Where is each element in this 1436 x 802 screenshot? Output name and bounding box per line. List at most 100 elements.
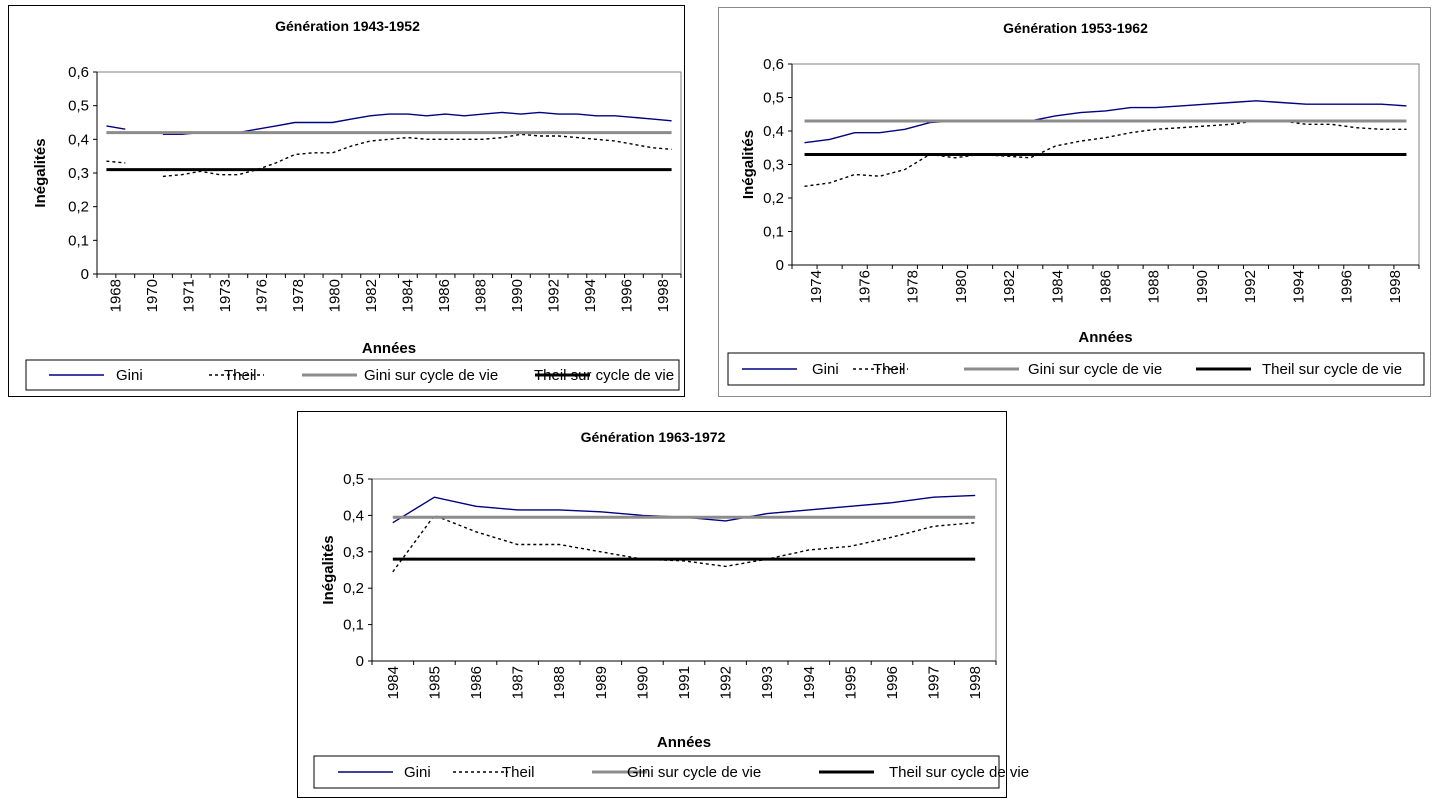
y-tick-label: 0	[776, 257, 784, 274]
series-theil-line	[392, 514, 976, 573]
x-tick-label: 1994	[1290, 270, 1307, 303]
series-theil-line	[804, 120, 1407, 187]
x-tick-label: 1988	[1146, 270, 1163, 303]
x-tick-label: 1992	[1242, 270, 1259, 303]
y-tick-label: 0,4	[343, 507, 364, 524]
x-tick-label: 1994	[582, 279, 599, 312]
x-tick-label: 1996	[884, 666, 901, 699]
x-axis-title: Années	[362, 340, 416, 357]
legend-box	[313, 755, 1000, 789]
x-tick-label: 1990	[509, 279, 526, 312]
legend-gini-sur-cycle-de-vie-label: Gini sur cycle de vie	[1028, 361, 1162, 378]
series-theil-line	[162, 133, 672, 178]
legend-theil-sur-cycle-de-vie-label: Theil sur cycle de vie	[1262, 361, 1402, 378]
x-tick-label: 1976	[253, 279, 270, 312]
x-tick-label: 1995	[842, 666, 859, 699]
x-tick-label: 1982	[1001, 270, 1018, 303]
x-tick-label: 1990	[634, 666, 651, 699]
chart-panel-generation-1943-1952: Génération 1943-1952 0 0,1 0,2 0,3 0,4 0,5 0,6 1…	[8, 5, 685, 397]
y-axis-title: Inégalités	[32, 138, 49, 207]
x-tick-label: 1978	[290, 279, 307, 312]
series-gini-line	[106, 125, 126, 130]
y-tick-label: 0,4	[763, 123, 784, 140]
y-tick-label: 0,3	[343, 544, 364, 561]
x-tick-label: 1974	[808, 270, 825, 303]
x-tick-label: 1982	[363, 279, 380, 312]
y-tick-label: 0,3	[763, 157, 784, 174]
x-tick-label: 1998	[655, 279, 672, 312]
y-axis-title: Inégalités	[320, 535, 337, 604]
x-tick-label: 1990	[1194, 270, 1211, 303]
x-tick-label: 1985	[426, 666, 443, 699]
chart-1: Génération 1943-1952 0 0,1 0,2 0,3 0,4 0,5 0,6 1…	[25, 18, 682, 391]
y-tick-label: 0	[81, 266, 89, 283]
legend-theil-label: Theil	[873, 361, 906, 378]
chart-title: Génération 1943-1952	[275, 18, 420, 34]
legend-gini-sur-cycle-de-vie-label: Gini sur cycle de vie	[627, 764, 761, 781]
y-tick-label: 0	[356, 653, 364, 670]
y-tick-label: 0,1	[68, 232, 89, 249]
chart-title: Génération 1953-1962	[1003, 20, 1148, 36]
legend: Gini Theil Gini sur cycle de vie Theil sur …	[25, 359, 680, 391]
legend: Gini Theil Gini sur cycle de vie Theil sur …	[313, 755, 1029, 789]
chart-title: Génération 1963-1972	[581, 429, 726, 445]
x-tick-label: 1978	[905, 270, 922, 303]
legend-gini-label: Gini	[812, 361, 839, 378]
legend-theil-sur-cycle-de-vie-label: Theil sur cycle de vie	[534, 367, 674, 384]
plot-area	[791, 63, 1420, 266]
legend-theil-sur-cycle-de-vie-label: Theil sur cycle de vie	[889, 764, 1029, 781]
x-tick-label: 1992	[718, 666, 735, 699]
x-tick-label: 1994	[801, 666, 818, 699]
x-tick-label: 1984	[385, 666, 402, 699]
x-tick-label: 1987	[510, 666, 527, 699]
y-tick-label: 0,2	[343, 580, 364, 597]
x-tick-label: 1973	[217, 279, 234, 312]
x-tick-label: 1998	[967, 666, 984, 699]
series-gini-line	[162, 111, 672, 136]
y-tick-label: 0,4	[68, 131, 89, 148]
x-tick-label: 1997	[926, 666, 943, 699]
x-tick-label: 1996	[618, 279, 635, 312]
y-tick-label: 0,2	[68, 199, 89, 216]
legend-theil-label: Theil	[224, 367, 257, 384]
chart-panel-generation-1963-1972: Génération 1963-1972 0 0,1 0,2 0,3 0,4 0,5 1984…	[297, 411, 1029, 798]
x-tick-label: 1989	[593, 666, 610, 699]
x-tick-label: 1968	[107, 279, 124, 312]
series-gini-line	[804, 100, 1407, 144]
legend-gini-label: Gini	[116, 367, 143, 384]
x-tick-label: 1993	[759, 666, 776, 699]
y-tick-label: 0,5	[763, 90, 784, 107]
x-tick-label: 1986	[468, 666, 485, 699]
x-tick-label: 1988	[551, 666, 568, 699]
x-tick-label: 1980	[953, 270, 970, 303]
legend: Gini Theil Gini sur cycle de vie Theil sur …	[727, 352, 1425, 386]
x-tick-label: 1984	[399, 279, 416, 312]
x-tick-label: 1992	[545, 279, 562, 312]
legend-theil-label: Theil	[502, 764, 535, 781]
x-axis-title: Années	[657, 734, 711, 751]
y-tick-label: 0,5	[343, 471, 364, 488]
chart-svg-3: Génération 1963-1972 0 0,1 0,2 0,3 0,4 0,5 1984…	[313, 429, 1029, 789]
y-tick-label: 0,1	[763, 224, 784, 241]
x-tick-label: 1970	[144, 279, 161, 312]
y-tick-label: 0,5	[68, 98, 89, 115]
x-axis-title: Années	[1078, 329, 1132, 346]
x-tick-label: 1984	[1049, 270, 1066, 303]
chart-3: Génération 1963-1972 0 0,1 0,2 0,3 0,4 0,5 1984…	[313, 429, 1029, 789]
x-tick-label: 1998	[1387, 270, 1404, 303]
y-tick-label: 0,3	[68, 165, 89, 182]
y-tick-label: 0,2	[763, 190, 784, 207]
y-tick-label: 0,1	[343, 617, 364, 634]
x-tick-label: 1996	[1339, 270, 1356, 303]
y-tick-label: 0,6	[763, 56, 784, 73]
chart-svg-2: Génération 1953-1962 0 0,1 0,2 0,3 0,4 0,5 0,6 1…	[727, 20, 1425, 386]
chart-svg-1: Génération 1943-1952 0 0,1 0,2 0,3 0,4 0,5 0,6 1…	[25, 18, 682, 391]
legend-box	[727, 352, 1425, 386]
plot-area	[371, 478, 997, 662]
chart-2: Génération 1953-1962 0 0,1 0,2 0,3 0,4 0,5 0,6 1…	[727, 20, 1425, 386]
x-tick-label: 1991	[676, 666, 693, 699]
x-tick-label: 1986	[436, 279, 453, 312]
legend-gini-label: Gini	[404, 764, 431, 781]
x-tick-label: 1980	[326, 279, 343, 312]
legend-gini-sur-cycle-de-vie-label: Gini sur cycle de vie	[364, 367, 498, 384]
